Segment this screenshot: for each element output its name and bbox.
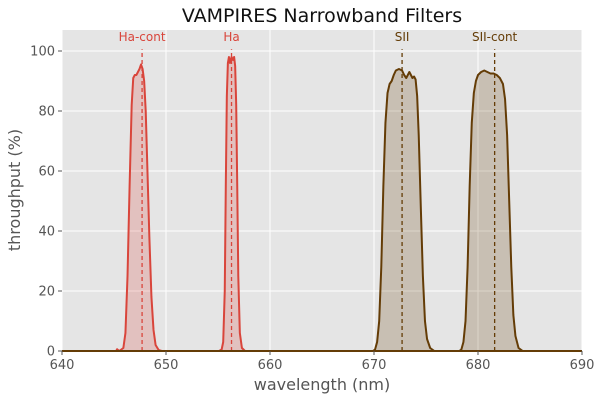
series-ha-cont bbox=[62, 49, 582, 352]
x-tick-label: 640 bbox=[50, 358, 75, 373]
y-tick-label: 0 bbox=[47, 345, 55, 360]
x-tick-label: 660 bbox=[258, 358, 283, 373]
series-line bbox=[62, 63, 582, 352]
y-tick-label: 80 bbox=[38, 105, 55, 120]
series-line bbox=[62, 68, 582, 352]
x-axis-label: wavelength (nm) bbox=[254, 375, 391, 394]
y-tick-label: 20 bbox=[38, 285, 55, 300]
filter-label: Ha-cont bbox=[119, 30, 166, 44]
filter-label: Ha bbox=[223, 30, 239, 44]
filter-labels: Ha-cont Ha SII SII-cont bbox=[119, 30, 518, 44]
ticks: 640 650 660 670 680 690 0 20 40 60 80 100 bbox=[30, 45, 594, 374]
series-ha bbox=[62, 49, 582, 352]
chart-title: VAMPIRES Narrowband Filters bbox=[182, 5, 462, 27]
filter-label: SII-cont bbox=[472, 30, 518, 44]
series-sii bbox=[62, 49, 582, 352]
series-sii-cont bbox=[62, 49, 582, 352]
x-tick-label: 650 bbox=[154, 358, 179, 373]
series-fill bbox=[62, 70, 582, 351]
series-layer bbox=[62, 49, 582, 352]
x-tick-label: 690 bbox=[570, 358, 595, 373]
series-line bbox=[62, 69, 582, 352]
y-tick-label: 40 bbox=[38, 225, 55, 240]
y-axis-label: throughput (%) bbox=[5, 129, 24, 251]
filter-label: SII bbox=[395, 30, 410, 44]
y-tick-label: 100 bbox=[30, 45, 55, 60]
x-tick-label: 670 bbox=[362, 358, 387, 373]
y-tick-label: 60 bbox=[38, 165, 55, 180]
x-tick-label: 680 bbox=[466, 358, 491, 373]
